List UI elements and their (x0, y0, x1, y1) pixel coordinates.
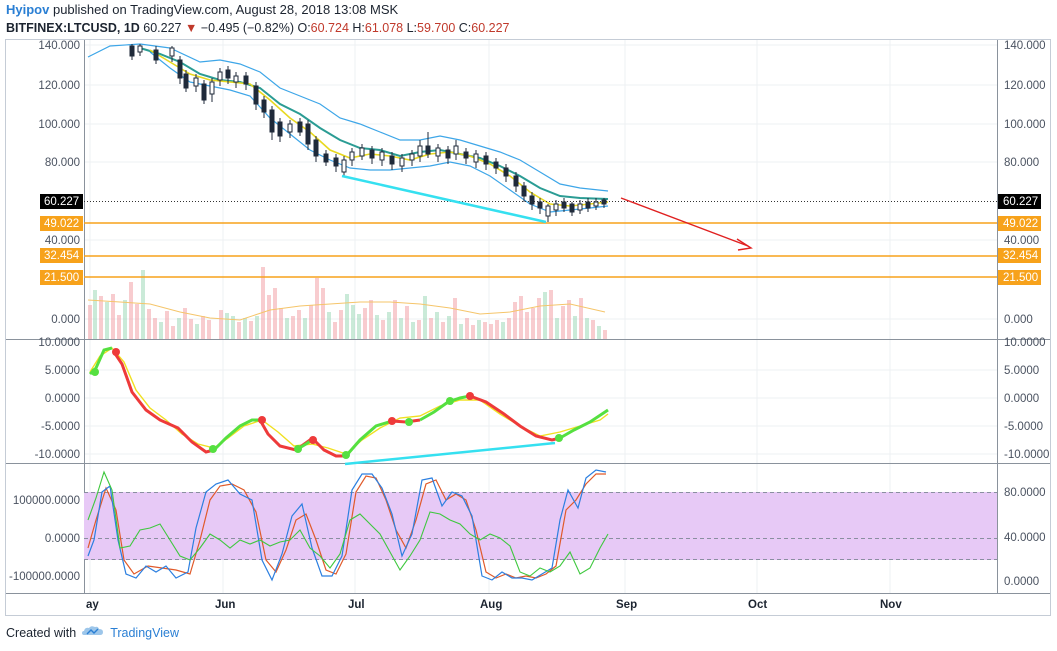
oscillator-pane[interactable] (84, 341, 997, 462)
high-label: H: (352, 21, 365, 35)
svg-text:-10.0000: -10.0000 (1004, 449, 1049, 461)
svg-text:Jun: Jun (215, 599, 235, 611)
upper-band (87, 43, 609, 192)
volume-ma-line (87, 299, 606, 321)
svg-text:60.227: 60.227 (44, 196, 79, 208)
svg-text:0.0000: 0.0000 (1004, 393, 1039, 405)
chart-canvas[interactable]: 140.000 120.000 100.000 80.000 40.000 0.… (0, 0, 1057, 620)
stoch-rsi-line (87, 470, 609, 577)
svg-text:-5.0000: -5.0000 (41, 421, 80, 433)
stochastic-axis-left: 100000.0000 0.0000 -100000.0000 (9, 495, 80, 583)
low-value: 59.700 (417, 21, 456, 35)
down-arrow-icon: ▼ (185, 21, 198, 35)
svg-text:21.500: 21.500 (1003, 272, 1038, 284)
svg-text:40.000: 40.000 (1004, 235, 1039, 247)
svg-text:5.0000: 5.0000 (45, 365, 80, 377)
svg-text:-5.0000: -5.0000 (1004, 421, 1043, 433)
svg-text:Jul: Jul (348, 599, 365, 611)
svg-text:Sep: Sep (616, 599, 637, 611)
open-value: 60.724 (310, 21, 349, 35)
price-trend-line[interactable] (341, 174, 547, 224)
oscillator-axis-right: 10.0000 5.0000 0.0000 -5.0000 -10.0000 (1004, 337, 1049, 461)
publish-text: published on TradingView.com, August 28,… (52, 2, 399, 17)
oscillator-axis-left: 10.0000 5.0000 0.0000 -5.0000 -10.0000 (35, 337, 80, 461)
wave-down-segment-5 (469, 394, 561, 442)
lower-band (149, 51, 609, 213)
high-value: 61.078 (364, 21, 404, 35)
svg-text:10.0000: 10.0000 (38, 337, 80, 349)
svg-text:100.000: 100.000 (38, 119, 80, 131)
close-label: C: (458, 21, 472, 35)
rsi-band (84, 492, 997, 560)
svg-text:120.000: 120.000 (38, 80, 80, 92)
ma-slow (139, 47, 609, 200)
svg-text:100000.0000: 100000.0000 (13, 495, 80, 507)
price-tags-left: 60.227 49.022 32.454 21.500 (40, 194, 83, 285)
target-arrow[interactable] (620, 197, 753, 251)
svg-text:0.000: 0.000 (1004, 314, 1033, 326)
low-label: L: (406, 21, 418, 35)
author-name[interactable]: Hyipov (6, 2, 50, 17)
tradingview-cloud-icon[interactable] (82, 625, 104, 640)
svg-text:80.000: 80.000 (45, 157, 80, 169)
wave-up-segment-2 (212, 418, 260, 452)
svg-text:140.000: 140.000 (1004, 40, 1046, 52)
svg-text:40.0000: 40.0000 (1004, 532, 1046, 544)
svg-text:100.000: 100.000 (1004, 119, 1046, 131)
svg-text:120.000: 120.000 (1004, 80, 1046, 92)
svg-text:0.0000: 0.0000 (45, 533, 80, 545)
svg-text:80.0000: 80.0000 (1004, 487, 1046, 499)
time-axis: ay Jun Jul Aug Sep Oct Nov (86, 599, 902, 611)
svg-text:49.022: 49.022 (1003, 218, 1038, 230)
wave-up-segment-6 (559, 408, 609, 440)
svg-text:21.500: 21.500 (44, 272, 79, 284)
svg-text:5.0000: 5.0000 (1004, 365, 1039, 377)
wave-cross-dots (91, 348, 563, 459)
created-with-label: Created with (6, 625, 77, 640)
svg-text:Aug: Aug (480, 599, 502, 611)
price-tags-right: 60.227 49.022 32.454 21.500 (998, 194, 1041, 285)
last-price: 60.227 (143, 21, 182, 35)
footer: Created with TradingView (6, 625, 179, 640)
svg-text:0.0000: 0.0000 (45, 393, 80, 405)
price-axis-left: 140.000 120.000 100.000 80.000 40.000 0.… (38, 40, 80, 326)
price-axis-right: 140.000 120.000 100.000 80.000 40.000 0.… (1004, 40, 1046, 326)
stoch-d-line (87, 473, 606, 579)
publish-info: Hyipov published on TradingView.com, Aug… (6, 2, 398, 17)
tradingview-link[interactable]: TradingView (110, 625, 179, 640)
svg-text:32.454: 32.454 (44, 250, 80, 262)
stoch-k-line (87, 469, 607, 582)
open-label: O: (297, 21, 311, 35)
volume-bars (88, 267, 607, 339)
support-levels[interactable] (84, 222, 997, 278)
svg-text:10.0000: 10.0000 (1004, 337, 1046, 349)
oscillator-trend-line[interactable] (344, 441, 556, 466)
svg-text:Oct: Oct (748, 599, 767, 611)
svg-text:40.000: 40.000 (45, 235, 80, 247)
wave-down-segments (112, 351, 215, 454)
symbol-legend: BITFINEX:LTCUSD, 1D 60.227 ▼ −0.495 (−0.… (6, 21, 510, 35)
svg-text:32.454: 32.454 (1003, 250, 1039, 262)
stochastic-axis-right: 80.0000 40.0000 0.0000 (1004, 487, 1046, 588)
close-value: 60.227 (471, 21, 510, 35)
svg-text:0.000: 0.000 (51, 314, 80, 326)
svg-text:60.227: 60.227 (1003, 196, 1038, 208)
svg-text:ay: ay (86, 599, 99, 611)
svg-text:-10.0000: -10.0000 (35, 449, 80, 461)
svg-text:-100000.0000: -100000.0000 (9, 571, 80, 583)
svg-text:49.022: 49.022 (44, 218, 79, 230)
price-change: −0.495 (−0.82%) (200, 21, 294, 35)
svg-text:80.000: 80.000 (1004, 157, 1039, 169)
candles (129, 44, 607, 222)
wave-down-segment-3 (312, 438, 346, 458)
svg-text:140.000: 140.000 (38, 40, 80, 52)
symbol-name[interactable]: BITFINEX:LTCUSD, 1D (6, 21, 140, 35)
wave-up-segment-4 (344, 419, 393, 457)
svg-text:Nov: Nov (880, 599, 902, 611)
svg-text:0.0000: 0.0000 (1004, 576, 1039, 588)
